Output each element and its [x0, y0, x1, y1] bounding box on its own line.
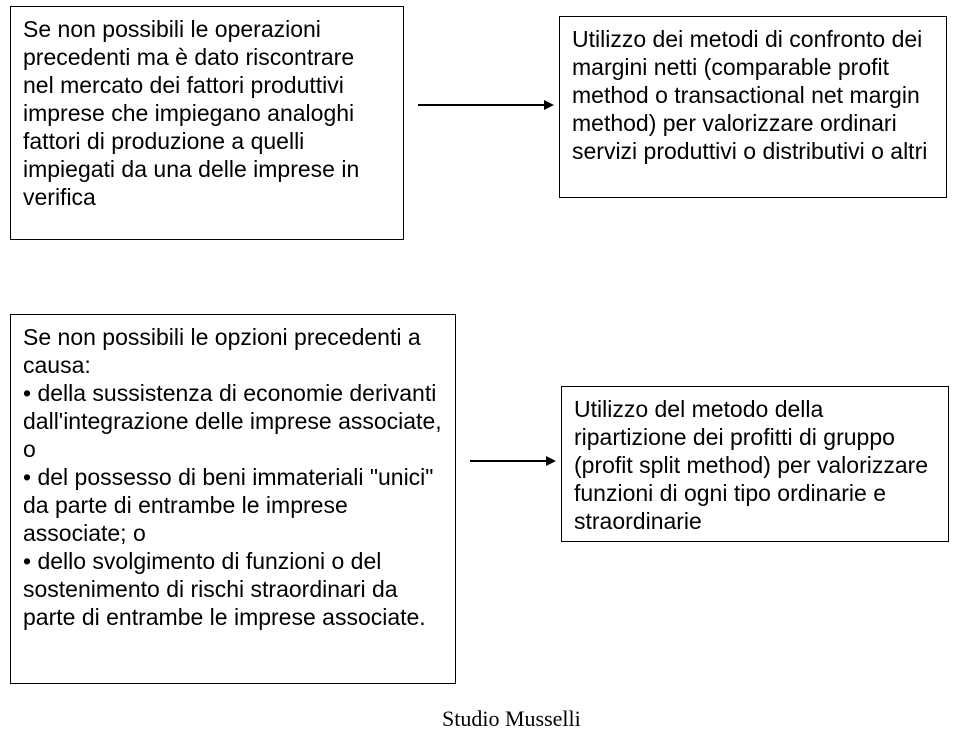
- box-bottom-left-intro: Se non possibili le opzioni precedenti a…: [23, 323, 443, 379]
- box-bottom-left-bullet: • del possesso di beni immateriali "unic…: [23, 463, 443, 547]
- box-bottom-left-bullet: • dello svolgimento di funzioni o del so…: [23, 547, 443, 631]
- box-bottom-left: Se non possibili le opzioni precedenti a…: [10, 314, 456, 684]
- footer-text: Studio Musselli: [442, 706, 581, 731]
- box-bottom-right-text: Utilizzo del metodo della ripartizione d…: [574, 396, 928, 534]
- arrow-bottom: [470, 460, 548, 462]
- box-top-right: Utilizzo dei metodi di confronto dei mar…: [559, 16, 947, 198]
- box-top-left: Se non possibili le operazioni precedent…: [10, 6, 404, 240]
- arrow-top: [418, 104, 546, 106]
- box-bottom-left-bullet: • della sussistenza di economie derivant…: [23, 379, 443, 463]
- box-top-right-text: Utilizzo dei metodi di confronto dei mar…: [572, 26, 927, 164]
- box-bottom-right: Utilizzo del metodo della ripartizione d…: [561, 386, 949, 542]
- footer-credit: Studio Musselli: [442, 706, 581, 732]
- arrow-bottom-head: [546, 456, 556, 466]
- arrow-top-head: [544, 100, 554, 110]
- box-top-left-text: Se non possibili le operazioni precedent…: [23, 16, 359, 210]
